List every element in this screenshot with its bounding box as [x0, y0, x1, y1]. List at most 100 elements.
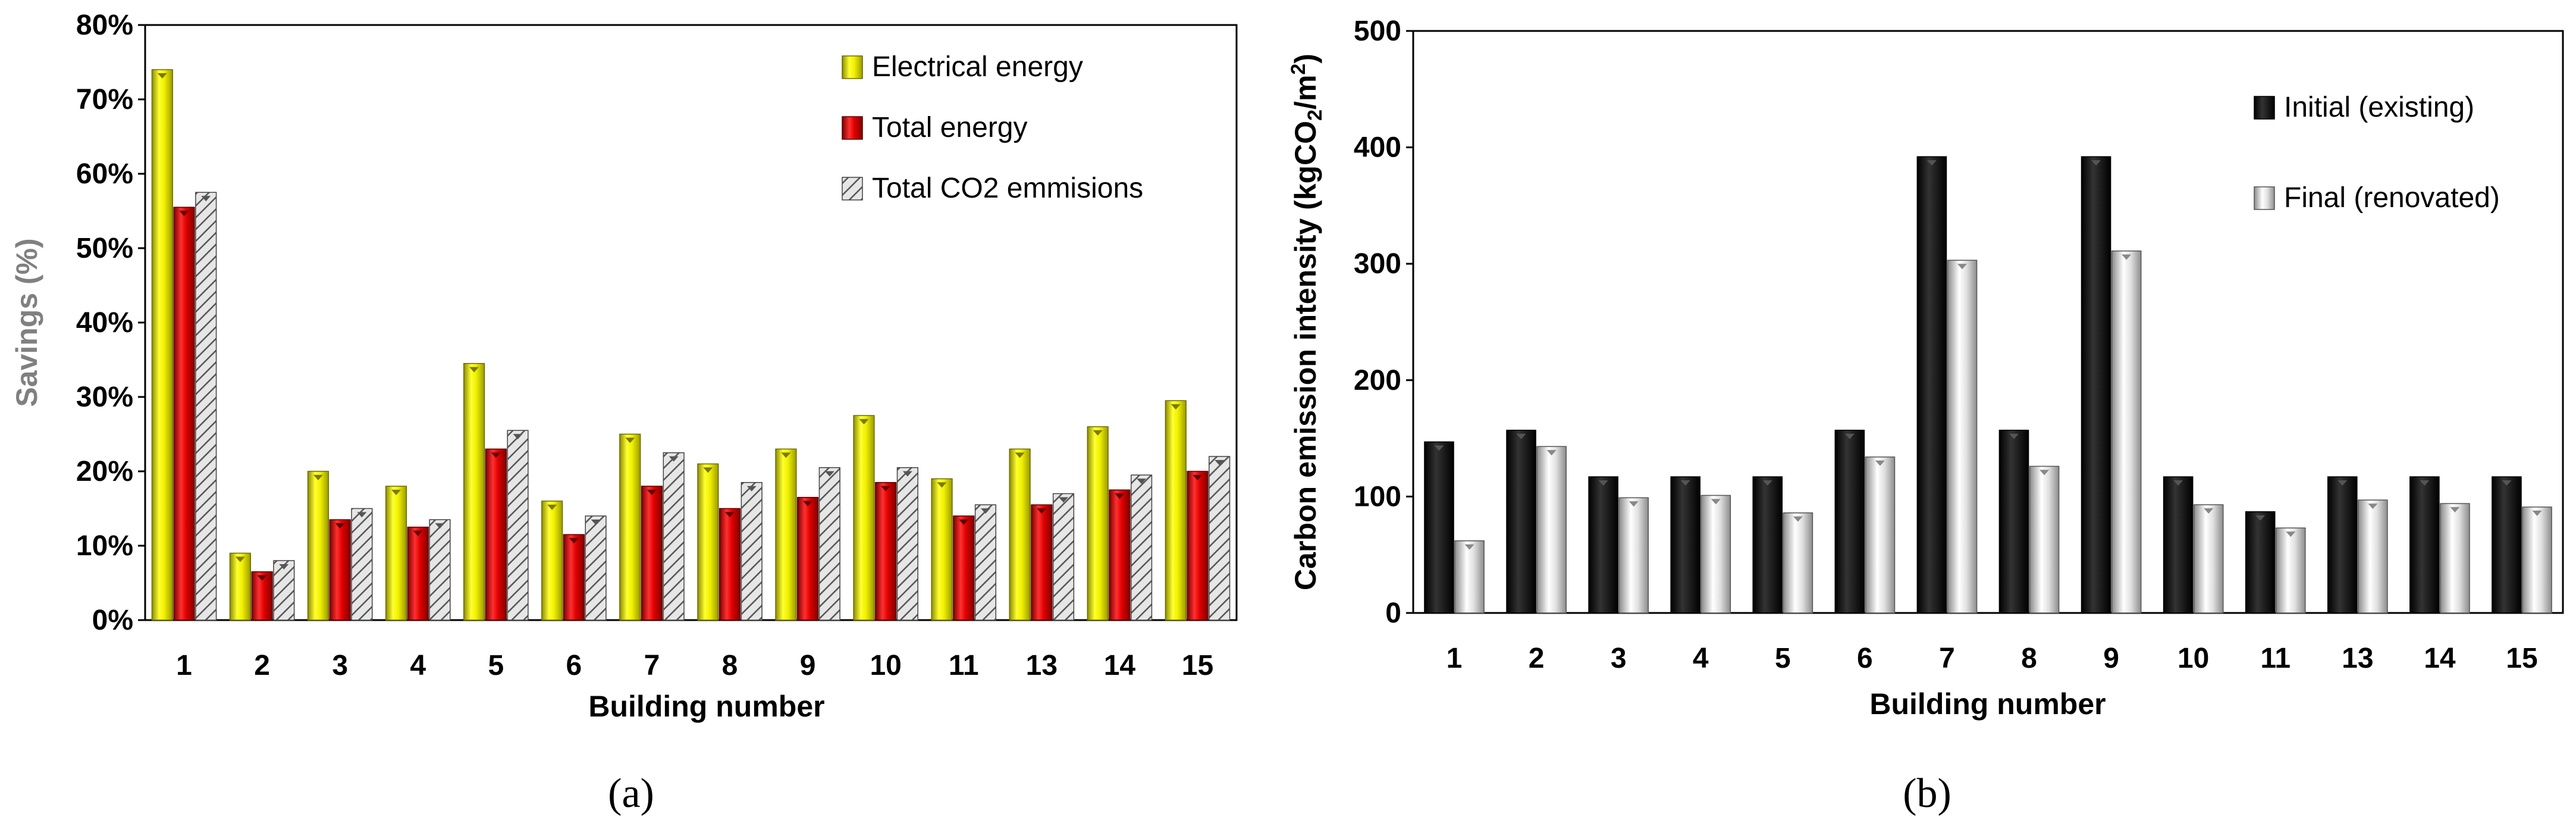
bar-bevel	[669, 456, 679, 462]
bar-bevel	[2532, 511, 2542, 517]
bar-a-s0-c15	[1165, 400, 1187, 621]
bar-b-s1-c4	[1700, 495, 1731, 614]
x-tick-label: 2	[1529, 643, 1545, 674]
bar-a-s2-c8	[741, 482, 763, 621]
y-tick-label: 70%	[76, 84, 133, 115]
bar-bevel	[902, 471, 912, 477]
bar-b-s0-c11	[2245, 511, 2276, 614]
bar-bevel	[179, 211, 189, 217]
bar-a-s1-c3	[329, 519, 351, 621]
bar-a-s2-c5	[507, 430, 529, 621]
bar-b-s1-c11	[2276, 527, 2306, 614]
y-tick-label: 100	[1354, 481, 1401, 512]
x-tick-label: 7	[644, 650, 660, 681]
bar-bevel	[1711, 499, 1721, 505]
bar-a-s1-c6	[563, 534, 585, 621]
bar-b-s1-c6	[1865, 456, 1896, 614]
bar-b-s0-c15	[2492, 476, 2522, 614]
bar-a-s2-c7	[663, 452, 685, 621]
bar-bevel	[625, 437, 635, 443]
bar-bevel	[2091, 160, 2101, 166]
bar-bevel	[1793, 516, 1803, 522]
bar-bevel	[1215, 460, 1225, 465]
bar-a-s2-c3	[351, 508, 373, 621]
bar-a-s2-c9	[818, 467, 840, 621]
bar-a-s2-c2	[273, 560, 295, 621]
bar-bevel	[157, 73, 167, 79]
bar-bevel	[357, 512, 367, 518]
x-tick-label: 8	[722, 650, 738, 681]
bar-bevel	[2040, 470, 2050, 475]
chart-b-y-axis-label: Carbon emission intensity (kgCO2/m2)	[1287, 54, 1326, 590]
legend-label: Final (renovated)	[2284, 182, 2500, 214]
bar-b-s1-c5	[1783, 512, 1813, 614]
bar-bevel	[569, 538, 579, 544]
bar-a-s0-c13	[1009, 448, 1031, 621]
bar-bevel	[746, 486, 757, 492]
bar-b-s0-c5	[1752, 476, 1783, 614]
bar-a-s0-c9	[775, 448, 797, 621]
legend-swatch	[842, 55, 863, 79]
bar-b-s1-c1	[1454, 540, 1485, 614]
bar-bevel	[959, 520, 969, 525]
bar-bevel	[513, 434, 523, 440]
bar-a-s1-c7	[641, 486, 663, 621]
x-tick-label: 9	[800, 650, 816, 681]
bar-bevel	[2286, 531, 2296, 537]
legend-label: Initial (existing)	[2284, 92, 2474, 123]
y-tick-label: 40%	[76, 307, 133, 339]
bar-a-s0-c2	[229, 552, 252, 621]
bar-a-s0-c6	[541, 500, 563, 621]
chart-b-legend: Initial (existing) Final (renovated)	[2254, 92, 2500, 214]
bar-bevel	[1844, 433, 1855, 439]
bar-b-s1-c9	[2111, 250, 2142, 614]
bar-b-s0-c7	[1916, 156, 1947, 614]
bar-b-s0-c3	[1588, 476, 1618, 614]
legend-label: Total energy	[872, 112, 1028, 143]
bar-b-s0-c1	[1424, 441, 1454, 614]
bar-bevel	[1680, 480, 1690, 486]
x-tick-label: 9	[2103, 643, 2119, 674]
bar-bevel	[1093, 430, 1103, 436]
bar-bevel	[2173, 480, 2183, 486]
bar-b-s0-c14	[2409, 476, 2440, 614]
bar-bevel	[647, 490, 657, 495]
y-tick-label: 400	[1354, 132, 1401, 164]
chart-b: 0 100 200 300 400 500 1 2 3 4 5 6 7 8 9 10 11 13 14 15 Car…	[1287, 15, 2564, 816]
x-tick-label: 13	[2342, 643, 2373, 674]
x-tick-label: 11	[949, 650, 979, 681]
x-tick-label: 6	[566, 650, 582, 681]
bar-bevel	[2204, 508, 2214, 514]
bar-a-s1-c10	[875, 482, 897, 621]
bar-a-s1-c4	[407, 527, 429, 621]
x-tick-label: 8	[2021, 643, 2037, 674]
y-tick-label: 20%	[76, 456, 133, 487]
chart-b-x-axis-label: Building number	[1869, 687, 2106, 721]
bar-a-s0-c7	[619, 433, 641, 621]
bar-b-s1-c3	[1618, 497, 1649, 614]
x-tick-label: 3	[1611, 643, 1627, 674]
x-tick-label: 5	[1775, 643, 1791, 674]
bar-a-s1-c9	[797, 497, 819, 621]
bar-bevel	[2337, 480, 2348, 486]
bar-a-s2-c14	[1130, 474, 1153, 621]
chart-a-y-axis-label: Savings (%)	[10, 238, 43, 406]
legend-swatch	[842, 116, 863, 140]
x-tick-label: 10	[2177, 643, 2209, 674]
x-tick-label: 15	[2506, 643, 2537, 674]
x-tick-label: 4	[1693, 643, 1709, 674]
bar-bevel	[2009, 433, 2019, 439]
bar-bevel	[980, 508, 990, 514]
bar-b-s1-c14	[2440, 503, 2470, 614]
bar-b-s0-c9	[2081, 156, 2111, 614]
bar-bevel	[1059, 497, 1069, 503]
bar-bevel	[1193, 475, 1203, 480]
x-tick-label: 2	[254, 650, 270, 681]
chart-a-legend: Electrical energy Total energy Total CO2 e…	[842, 51, 1143, 204]
bar-a-s2-c11	[974, 504, 997, 621]
bar-a-s0-c14	[1087, 426, 1109, 621]
bar-a-s0-c4	[385, 486, 407, 621]
x-tick-label: 10	[870, 650, 901, 681]
bar-a-s2-c10	[896, 467, 918, 621]
legend-swatch	[2254, 186, 2275, 210]
